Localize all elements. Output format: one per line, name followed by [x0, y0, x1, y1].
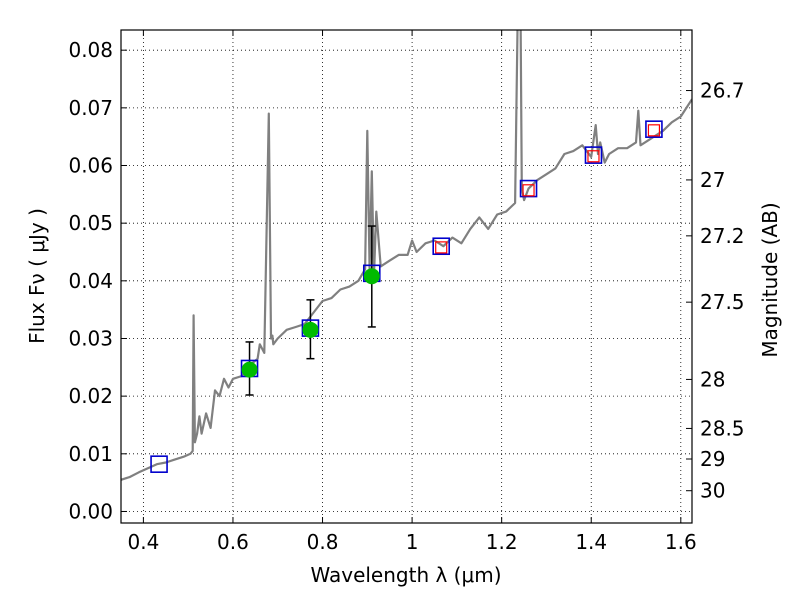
green-point-marker: [302, 321, 319, 338]
grid: [121, 30, 692, 523]
x-tick-label: 0.4: [127, 530, 159, 554]
blue-square-marker: [150, 455, 168, 473]
red-square-marker: [435, 241, 448, 254]
axis-ticks: [121, 30, 692, 523]
spectrum-series: [121, 30, 692, 481]
magnitude-tick-label: 27.5: [700, 290, 745, 314]
blue-square-marker: [519, 179, 538, 198]
x-tick-label: 0.8: [307, 530, 339, 554]
green-point-series: [241, 268, 380, 378]
y-tick-label: 0.01: [68, 442, 113, 466]
y-tick-label: 0.08: [68, 38, 113, 62]
y-tick-label: 0.03: [68, 326, 113, 350]
magnitude-tick-label: 30: [700, 479, 725, 503]
x-tick-labels: 0.4 0.6 0.8 1 1.2 1.4 1.6: [127, 530, 696, 554]
magnitude-tick-label: 28.5: [700, 416, 745, 440]
x-tick-label: 0.6: [217, 530, 249, 554]
blue-square-series: [150, 120, 663, 473]
y-axis-title: Flux Fν ( μJy ): [25, 208, 49, 344]
magnitude-tick-label: 27.2: [700, 224, 745, 248]
x-tick-label: 1.6: [665, 530, 697, 554]
y-tick-label: 0.02: [68, 384, 113, 408]
y-tick-labels: 0.00 0.01 0.02 0.03 0.04 0.05 0.06 0.07 0.08: [68, 38, 113, 523]
magnitude-tick-label: 29: [700, 447, 725, 471]
green-point-marker: [363, 268, 380, 285]
blue-square-marker: [432, 237, 451, 256]
x-tick-label: 1: [406, 530, 419, 554]
y-tick-label: 0.04: [68, 269, 113, 293]
y-tick-label: 0.06: [68, 154, 113, 178]
y-tick-label: 0.00: [68, 499, 113, 523]
magnitude-tick-label: 26.7: [700, 79, 745, 103]
blue-square-marker: [645, 120, 663, 138]
red-square-series: [435, 124, 661, 254]
y-tick-label: 0.07: [68, 96, 113, 120]
magnitude-tick-label: 28: [700, 367, 725, 391]
x-tick-label: 1.2: [486, 530, 518, 554]
green-point-marker: [241, 361, 258, 378]
red-square-marker: [522, 184, 535, 197]
y-tick-label: 0.05: [68, 211, 113, 235]
magnitude-axis-title: Magnitude (AB): [758, 202, 782, 357]
magnitude-tick-labels: 26.7 27 27.2 27.5 28 28.5 29 30: [700, 79, 745, 503]
x-tick-label: 1.4: [575, 530, 607, 554]
plot-frame: [120, 29, 693, 524]
red-square-marker: [587, 150, 600, 163]
spectrum-line: [121, 30, 692, 481]
magnitude-tick-label: 27: [700, 168, 725, 192]
x-axis-title: Wavelength λ (μm): [310, 563, 501, 587]
red-square-marker: [647, 124, 661, 137]
blue-square-marker: [584, 146, 603, 164]
